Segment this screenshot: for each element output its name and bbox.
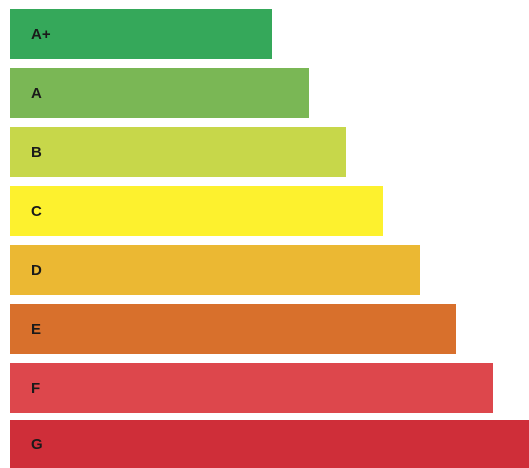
rating-label-b: B	[31, 143, 42, 161]
rating-label-d: D	[31, 261, 42, 279]
rating-label-a: A	[31, 84, 42, 102]
rating-bar-b: B	[10, 127, 346, 177]
rating-bar-a-plus: A+	[10, 9, 272, 59]
rating-bar-e: E	[10, 304, 456, 354]
rating-bar-a: A	[10, 68, 309, 118]
rating-bar-f: F	[10, 363, 493, 413]
rating-label-g: G	[31, 435, 43, 453]
rating-label-c: C	[31, 202, 42, 220]
rating-bar-d: D	[10, 245, 420, 295]
rating-label-e: E	[31, 320, 42, 338]
rating-label-a-plus: A+	[31, 25, 51, 43]
rating-bar-c: C	[10, 186, 383, 236]
rating-label-f: F	[31, 379, 41, 397]
rating-bar-g: G	[10, 420, 529, 468]
